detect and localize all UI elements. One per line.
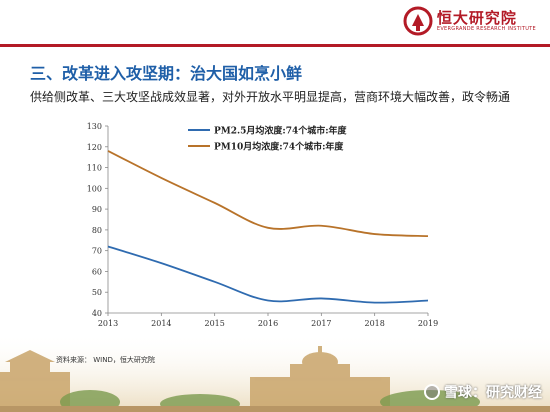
x-tick-label: 2015 bbox=[204, 319, 224, 328]
legend-label: PM10月均浓度:74个城市:年度 bbox=[214, 141, 344, 153]
x-tick-label: 2018 bbox=[364, 319, 384, 328]
x-tick-label: 2013 bbox=[98, 319, 118, 328]
page-title: 三、改革进入攻坚期：治大国如烹小鲜 bbox=[30, 64, 303, 83]
y-tick-label: 130 bbox=[87, 122, 102, 131]
evergrande-logo-icon bbox=[403, 6, 433, 36]
y-tick-label: 90 bbox=[92, 205, 102, 214]
logo: 恒大研究院 EVERGRANDE RESEARCH INSTITUTE bbox=[403, 6, 536, 36]
series-line-pm10 bbox=[107, 150, 429, 238]
source-note: 资料来源： WIND，恒大研究院 bbox=[56, 356, 155, 364]
watermark: 雪球：研究财经 bbox=[424, 382, 542, 402]
y-tick-label: 110 bbox=[87, 164, 102, 173]
logo-name: 恒大研究院 bbox=[436, 8, 517, 27]
header-rule bbox=[0, 44, 550, 47]
x-tick-label: 2017 bbox=[311, 319, 331, 328]
x-tick-label: 2019 bbox=[418, 319, 438, 328]
x-tick-label: 2014 bbox=[151, 319, 171, 328]
y-tick-label: 80 bbox=[92, 226, 102, 235]
series-line-pm25 bbox=[107, 245, 429, 304]
logo-subtitle: EVERGRANDE RESEARCH INSTITUTE bbox=[436, 25, 536, 32]
y-tick-label: 100 bbox=[87, 184, 102, 193]
watermark-text: 雪球：研究财经 bbox=[444, 385, 542, 401]
y-tick-label: 120 bbox=[87, 143, 102, 152]
x-tick-label: 2016 bbox=[258, 319, 278, 328]
page-subtitle: 供给侧改革、三大攻坚战成效显著，对外开放水平明显提高，营商环境大幅改善，政令畅通 bbox=[30, 90, 511, 104]
snowball-icon bbox=[424, 384, 440, 400]
footer-building-illustration bbox=[0, 332, 550, 412]
legend-label: PM2.5月均浓度:74个城市:年度 bbox=[214, 125, 348, 137]
header-bar bbox=[0, 0, 550, 44]
y-tick-label: 40 bbox=[92, 309, 102, 318]
y-tick-label: 50 bbox=[92, 288, 102, 297]
y-tick-label: 70 bbox=[92, 247, 102, 256]
y-tick-label: 60 bbox=[92, 267, 102, 276]
